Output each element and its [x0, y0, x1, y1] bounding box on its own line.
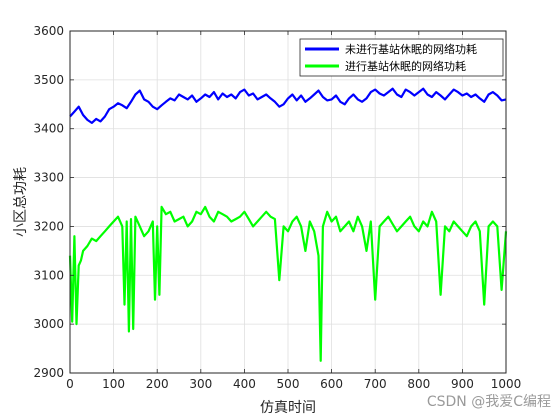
y-tick-label-5: 3400	[33, 122, 64, 136]
y-tick-label-1: 3000	[33, 317, 64, 331]
y-tick-label-7: 3600	[33, 24, 64, 38]
series-line-1	[69, 87, 507, 125]
x-tick-label-8: 800	[407, 377, 430, 391]
x-tick-label-0: 0	[66, 377, 74, 391]
x-axis-title: 仿真时间	[260, 400, 316, 416]
series-line-2	[68, 205, 508, 362]
x-tick-label-3: 300	[189, 377, 212, 391]
legend-label-series-1: 未进行基站休眠的网络功耗	[345, 42, 477, 56]
y-axis-title: 小区总功耗	[13, 167, 29, 237]
x-tick-label-2: 200	[146, 377, 169, 391]
x-tick-label-9: 900	[451, 377, 474, 391]
y-tick-label-0: 2900	[33, 366, 64, 380]
watermark-text: CSDN @我爱C编程	[427, 394, 551, 410]
x-tick-label-4: 400	[233, 377, 256, 391]
y-tick-label-3: 3200	[33, 219, 64, 233]
x-tick-label-7: 700	[364, 377, 387, 391]
legend-label-series-2: 进行基站休眠的网络功耗	[345, 59, 466, 73]
y-tick-label-2: 3100	[33, 268, 64, 282]
x-tick-label-1: 100	[102, 377, 125, 391]
legend: 未进行基站休眠的网络功耗 进行基站休眠的网络功耗	[299, 38, 504, 77]
y-tick-label-6: 3500	[33, 73, 64, 87]
y-tick-label-4: 3300	[33, 171, 64, 185]
x-tick-label-5: 500	[277, 377, 300, 391]
legend-box	[299, 38, 504, 77]
x-tick-label-10: 1000	[491, 377, 522, 391]
series-lines	[68, 87, 508, 362]
axis-ticks	[69, 30, 507, 374]
x-tick-label-6: 600	[320, 377, 343, 391]
tick-labels: 0 100 200 300 400 500 600 700 800 900 1000 2900 3000…	[33, 24, 521, 391]
